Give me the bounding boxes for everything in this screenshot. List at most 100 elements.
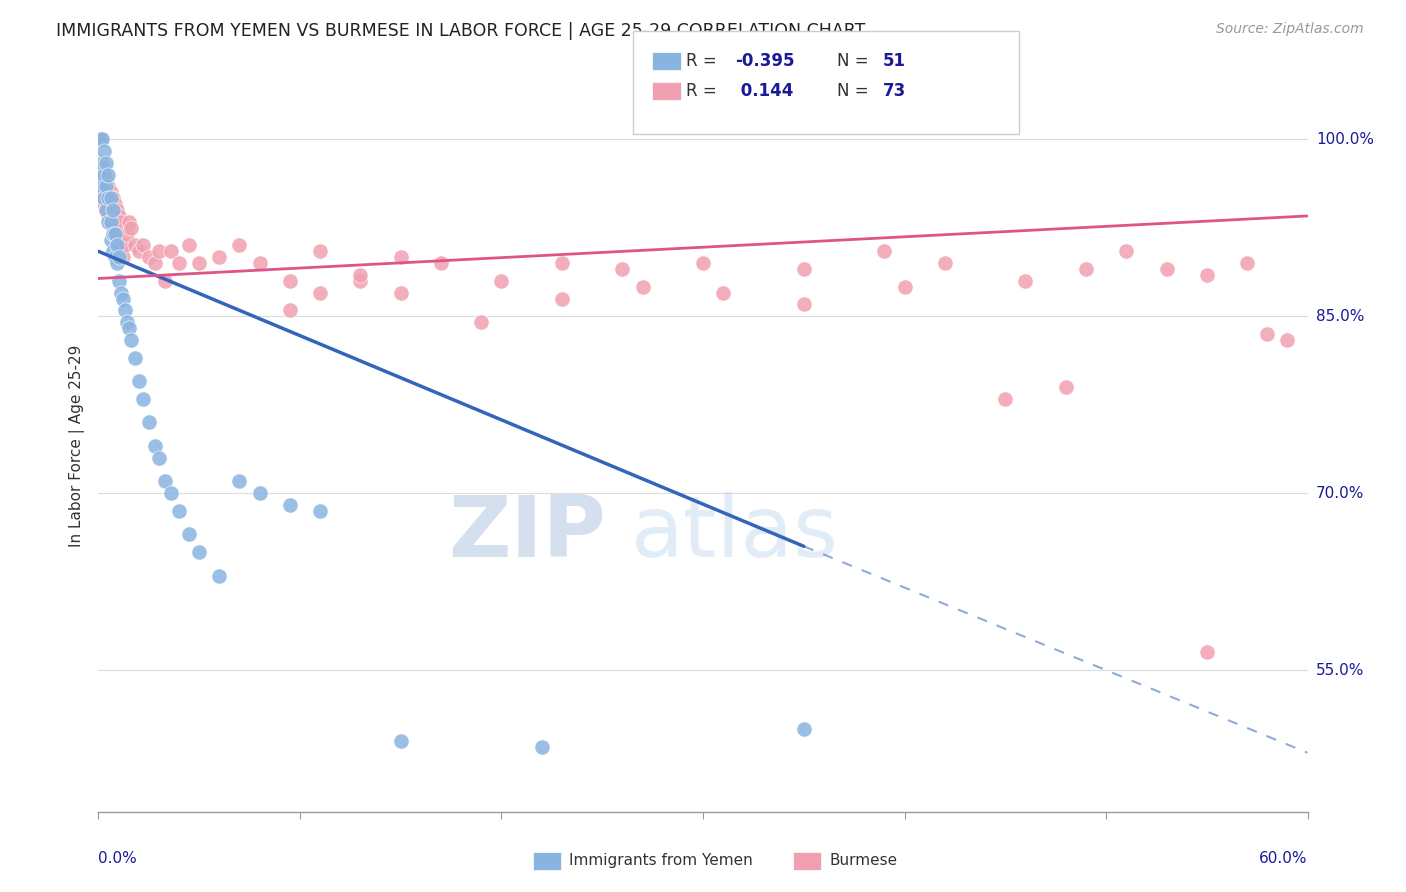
Point	[107, 238, 129, 252]
Point	[1195, 645, 1218, 659]
Point	[143, 439, 166, 453]
Point	[89, 132, 111, 146]
Point	[934, 256, 956, 270]
Point	[793, 262, 815, 277]
Point	[110, 215, 132, 229]
Point	[107, 250, 129, 264]
Point	[101, 202, 124, 217]
Point	[103, 227, 125, 241]
Text: IMMIGRANTS FROM YEMEN VS BURMESE IN LABOR FORCE | AGE 25-29 CORRELATION CHART: IMMIGRANTS FROM YEMEN VS BURMESE IN LABO…	[56, 22, 866, 40]
Point	[491, 274, 513, 288]
Point	[105, 238, 128, 252]
Point	[105, 256, 128, 270]
Point	[160, 486, 183, 500]
Point	[1115, 244, 1137, 259]
Text: atlas: atlas	[630, 492, 838, 575]
Point	[1256, 326, 1278, 341]
Point	[1195, 268, 1218, 282]
Text: 85.0%: 85.0%	[1316, 309, 1364, 324]
Text: 0.144: 0.144	[735, 82, 794, 100]
Text: Burmese: Burmese	[830, 854, 897, 868]
Point	[309, 244, 332, 259]
Point	[188, 545, 211, 559]
Point	[711, 285, 734, 300]
Point	[93, 197, 115, 211]
Point	[167, 256, 190, 270]
Point	[1054, 380, 1077, 394]
Point	[96, 202, 118, 217]
Point	[124, 238, 146, 252]
Point	[91, 132, 114, 146]
Point	[101, 227, 124, 241]
Point	[228, 475, 250, 489]
Point	[128, 374, 150, 388]
Point	[167, 504, 190, 518]
Point	[103, 197, 125, 211]
Point	[873, 244, 896, 259]
Point	[389, 734, 412, 748]
Point	[118, 321, 141, 335]
Point	[143, 256, 166, 270]
Point	[91, 161, 114, 176]
Point	[115, 315, 138, 329]
Point	[96, 173, 118, 187]
Point	[100, 191, 122, 205]
Text: 100.0%: 100.0%	[1316, 132, 1374, 147]
Point	[105, 233, 128, 247]
Point	[309, 285, 332, 300]
Point	[208, 250, 231, 264]
Point	[120, 333, 142, 347]
Point	[96, 179, 118, 194]
Point	[188, 256, 211, 270]
Point	[138, 250, 160, 264]
Point	[107, 209, 129, 223]
Text: N =: N =	[837, 82, 873, 100]
Point	[1074, 262, 1097, 277]
Point	[101, 220, 124, 235]
Point	[101, 244, 124, 259]
Point	[309, 504, 332, 518]
Point	[91, 132, 114, 146]
Text: R =: R =	[686, 52, 723, 70]
Point	[530, 739, 553, 754]
Y-axis label: In Labor Force | Age 25-29: In Labor Force | Age 25-29	[69, 345, 84, 547]
Point	[111, 250, 134, 264]
Point	[631, 279, 654, 293]
Point	[138, 416, 160, 430]
Point	[177, 238, 201, 252]
Point	[97, 191, 120, 205]
Point	[93, 168, 115, 182]
Point	[110, 244, 132, 259]
Point	[97, 215, 120, 229]
Point	[132, 238, 155, 252]
Point	[551, 292, 574, 306]
Text: R =: R =	[686, 82, 723, 100]
Point	[115, 227, 138, 241]
Point	[249, 486, 271, 500]
Point	[994, 392, 1017, 406]
Point	[793, 297, 815, 311]
Point	[228, 238, 250, 252]
Point	[1014, 274, 1036, 288]
Point	[793, 722, 815, 736]
Point	[89, 168, 111, 182]
Text: 60.0%: 60.0%	[1260, 851, 1308, 865]
Point	[103, 250, 125, 264]
Point	[97, 209, 120, 223]
Point	[148, 450, 170, 465]
Point	[110, 285, 132, 300]
Point	[89, 186, 111, 200]
Point	[551, 256, 574, 270]
Point	[612, 262, 634, 277]
Point	[278, 498, 301, 512]
Text: 51: 51	[883, 52, 905, 70]
Text: N =: N =	[837, 52, 873, 70]
Point	[893, 279, 915, 293]
Point	[91, 156, 114, 170]
Text: ZIP: ZIP	[449, 492, 606, 575]
Text: 55.0%: 55.0%	[1316, 663, 1364, 678]
Point	[97, 168, 120, 182]
Point	[470, 315, 492, 329]
Point	[349, 268, 371, 282]
Point	[692, 256, 714, 270]
